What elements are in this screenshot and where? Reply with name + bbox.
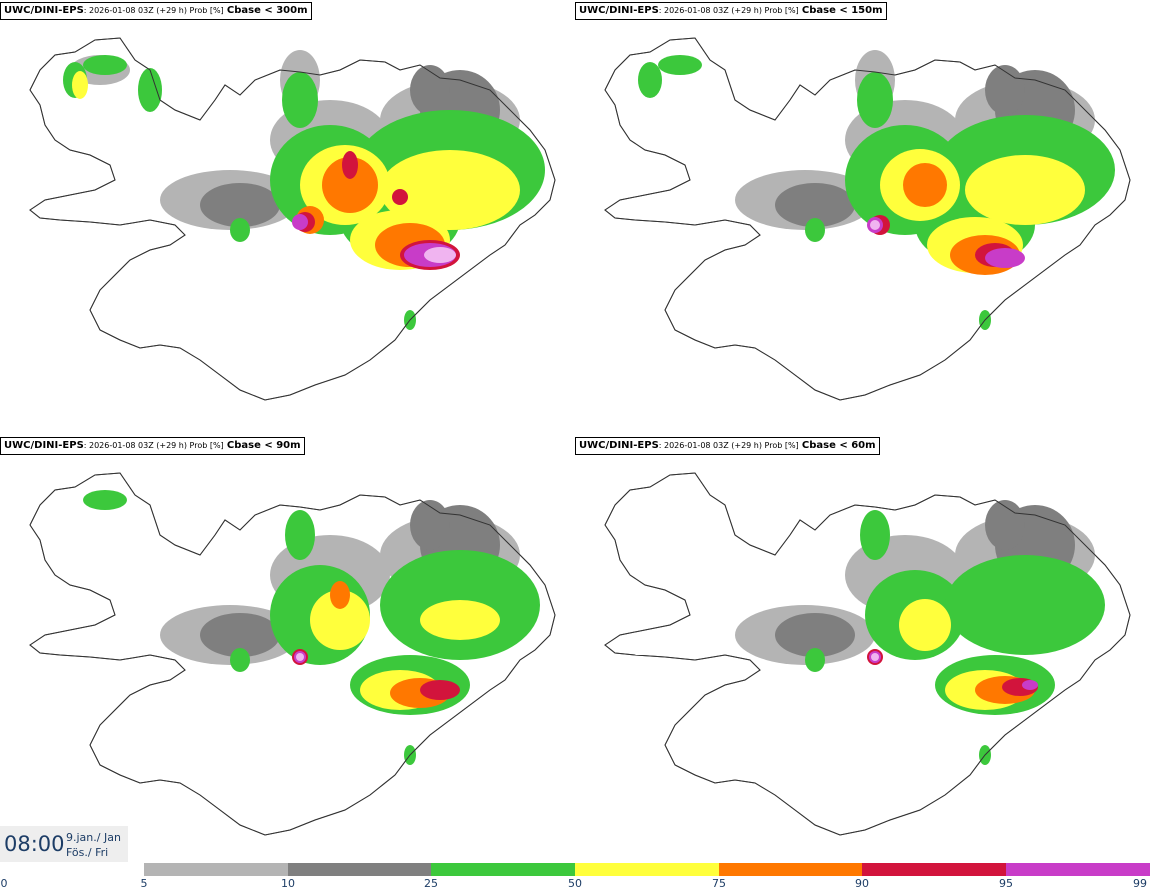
valid-time-clock: 08:00 bbox=[4, 832, 65, 856]
probability-area bbox=[805, 648, 825, 672]
probability-area bbox=[285, 510, 315, 560]
probability-area bbox=[424, 247, 456, 263]
probability-area bbox=[985, 65, 1025, 115]
probability-area bbox=[230, 218, 250, 242]
probability-area bbox=[342, 151, 358, 179]
valid-time-box: 08:00 9.jan./ Jan Fös./ Fri bbox=[0, 826, 128, 862]
panel-title: UWC/DINI-EPS: 2026-01-08 03Z (+29 h) Pro… bbox=[0, 437, 305, 455]
colorbar-tick: 50 bbox=[568, 877, 582, 890]
probability-area bbox=[870, 220, 880, 230]
coastline-overlay bbox=[604, 37, 1131, 401]
colorbar-tick: 99 bbox=[1133, 877, 1147, 890]
probability-area bbox=[860, 510, 890, 560]
probability-area bbox=[83, 55, 127, 75]
colorbar-tick: 75 bbox=[712, 877, 726, 890]
colorbar-segment bbox=[575, 863, 719, 876]
probability-area bbox=[775, 613, 855, 657]
colorbar-tick: 10 bbox=[281, 877, 295, 890]
probability-area bbox=[392, 189, 408, 205]
panel-title: UWC/DINI-EPS: 2026-01-08 03Z (+29 h) Pro… bbox=[575, 2, 887, 20]
probability-area bbox=[945, 555, 1105, 655]
probability-area bbox=[903, 163, 947, 207]
map-panel-60m: UWC/DINI-EPS: 2026-01-08 03Z (+29 h) Pro… bbox=[575, 435, 1150, 865]
valid-date-line2: Fös./ Fri bbox=[66, 846, 109, 859]
colorbar-segment bbox=[288, 863, 431, 876]
iceland-map bbox=[604, 472, 1131, 836]
colorbar-tick: 25 bbox=[424, 877, 438, 890]
probability-area bbox=[410, 500, 450, 550]
colorbar-segment bbox=[431, 863, 575, 876]
probability-area bbox=[420, 600, 500, 640]
iceland-map bbox=[29, 37, 556, 401]
probability-area bbox=[638, 62, 662, 98]
colorbar-tick: 5 bbox=[140, 877, 148, 890]
coastline-overlay bbox=[29, 37, 556, 401]
map-panel-90m: UWC/DINI-EPS: 2026-01-08 03Z (+29 h) Pro… bbox=[0, 435, 575, 865]
colorbar-zero-label: 0 bbox=[0, 877, 8, 890]
probability-area bbox=[410, 65, 450, 115]
probability-colorbar bbox=[144, 863, 1150, 876]
colorbar-segment bbox=[144, 863, 288, 876]
colorbar-segment bbox=[719, 863, 862, 876]
probability-area bbox=[72, 71, 88, 99]
iceland-map bbox=[29, 472, 556, 836]
probability-area bbox=[899, 599, 951, 651]
probability-area bbox=[322, 157, 378, 213]
probability-area bbox=[83, 490, 127, 510]
probability-area bbox=[200, 183, 280, 227]
iceland-map bbox=[604, 37, 1131, 401]
probability-area bbox=[296, 653, 304, 661]
probability-area bbox=[200, 613, 280, 657]
probability-area bbox=[420, 680, 460, 700]
colorbar-tick: 95 bbox=[999, 877, 1013, 890]
probability-area bbox=[857, 72, 893, 128]
probability-area bbox=[230, 648, 250, 672]
colorbar-segment bbox=[1006, 863, 1150, 876]
colorbar-tick: 90 bbox=[855, 877, 869, 890]
panel-title: UWC/DINI-EPS: 2026-01-08 03Z (+29 h) Pro… bbox=[575, 437, 880, 455]
probability-area bbox=[658, 55, 702, 75]
probability-area bbox=[775, 183, 855, 227]
probability-area bbox=[380, 150, 520, 230]
coastline-overlay bbox=[604, 472, 1131, 836]
map-panel-150m: UWC/DINI-EPS: 2026-01-08 03Z (+29 h) Pro… bbox=[575, 0, 1150, 430]
coastline-overlay bbox=[29, 472, 556, 836]
colorbar-segment bbox=[862, 863, 1006, 876]
probability-area bbox=[871, 653, 879, 661]
panel-title: UWC/DINI-EPS: 2026-01-08 03Z (+29 h) Pro… bbox=[0, 2, 312, 20]
probability-area bbox=[330, 581, 350, 609]
map-panel-300m: UWC/DINI-EPS: 2026-01-08 03Z (+29 h) Pro… bbox=[0, 0, 575, 430]
probability-area bbox=[310, 590, 370, 650]
probability-area bbox=[292, 214, 308, 230]
probability-area bbox=[985, 248, 1025, 268]
probability-area bbox=[965, 155, 1085, 225]
probability-area bbox=[985, 500, 1025, 550]
probability-area bbox=[805, 218, 825, 242]
valid-date-line1: 9.jan./ Jan bbox=[66, 831, 121, 844]
probability-area bbox=[138, 68, 162, 112]
probability-area bbox=[282, 72, 318, 128]
valid-time-date: 9.jan./ Jan Fös./ Fri bbox=[66, 830, 121, 860]
probability-area bbox=[1022, 680, 1038, 690]
